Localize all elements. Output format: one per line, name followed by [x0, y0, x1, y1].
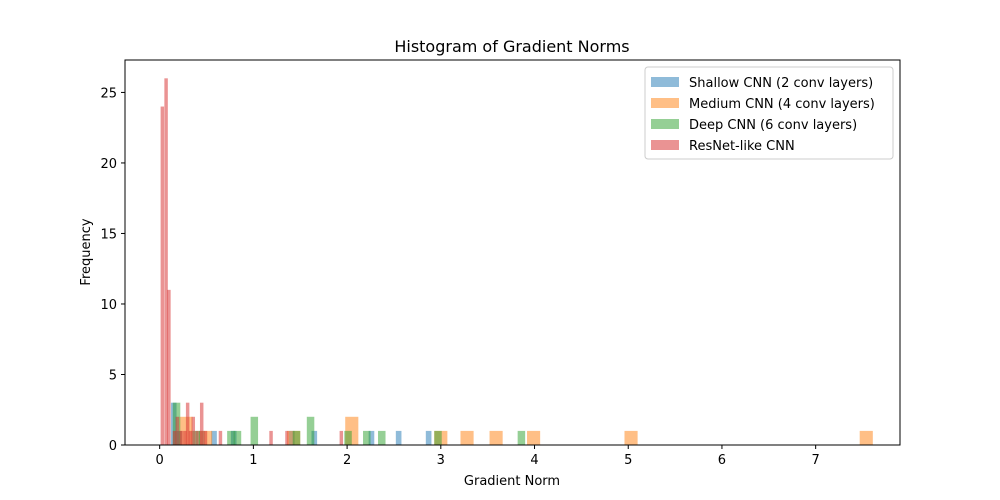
x-tick-label-2: 2	[343, 453, 351, 468]
histogram-bar-series-3-bin-3	[172, 430, 177, 445]
legend-box	[644, 66, 894, 160]
x-tick-label-1: 1	[249, 453, 257, 468]
legend: Shallow CNN (2 conv layers) Medium CNN (4…	[644, 66, 894, 160]
histogram-bar-series-2-bin-5	[292, 430, 301, 445]
x-axis-label: Gradient Norm	[464, 474, 560, 489]
y-axis-label: Frequency	[79, 218, 94, 285]
histogram-bar-series-1-bin-8	[624, 430, 638, 445]
histogram-bar-series-2-bin-4	[250, 416, 259, 445]
histogram-bar-series-2-bin-6	[306, 416, 315, 445]
histogram-bar-series-3-bin-1	[164, 78, 168, 445]
histogram-bar-series-1-bin-5	[460, 430, 474, 445]
histogram-bar-series-3-bin-8	[188, 430, 193, 445]
histogram-bar-series-3-bin-12	[203, 430, 208, 445]
legend-swatch-2	[651, 119, 679, 129]
histogram-bar-series-0-bin-3	[211, 430, 217, 445]
legend-swatch-3	[651, 140, 679, 150]
x-axis-ticks: 0 1 2 3 4 5 6 7	[156, 445, 820, 468]
histogram-bar-series-3-bin-9	[191, 416, 196, 445]
histogram-bar-series-3-bin-11	[199, 402, 204, 445]
x-tick-label-6: 6	[718, 453, 726, 468]
legend-swatch-1	[651, 98, 679, 108]
legend-label-1: Medium CNN (4 conv layers)	[689, 97, 875, 112]
axes-frame	[124, 59, 901, 446]
histogram-bar-series-3-bin-10	[195, 430, 199, 445]
legend-label-3: ResNet-like CNN	[689, 139, 795, 154]
histogram-bar-series-0-bin-8	[395, 430, 402, 445]
legend-label-0: Shallow CNN (2 conv layers)	[689, 76, 873, 91]
histogram-bar-series-1-bin-9	[859, 430, 873, 445]
histogram-bar-series-3-bin-14	[269, 430, 273, 445]
histogram-bar-series-2-bin-2	[227, 430, 235, 445]
histogram-bar-series-2-bin-8	[363, 430, 371, 445]
y-tick-label-3: 15	[100, 227, 117, 242]
histogram-bar-series-2-bin-9	[378, 430, 386, 445]
histogram-bar-series-3-bin-5	[179, 430, 183, 445]
histogram-bar-series-0-bin-7	[368, 430, 375, 445]
histogram-bar-series-3-bin-2	[167, 289, 171, 445]
histogram-bar-series-2-bin-7	[344, 430, 352, 445]
histogram-bar-series-3-bin-13	[218, 430, 223, 445]
histogram-bar-series-3-bin-7	[185, 402, 190, 445]
y-tick-label-0: 0	[109, 439, 117, 454]
x-tick-label-3: 3	[437, 453, 445, 468]
histogram-bar-series-3-bin-16	[339, 430, 344, 445]
histogram-bar-series-3-bin-15	[285, 430, 289, 445]
y-tick-label-5: 25	[100, 86, 117, 101]
legend-swatch-0	[651, 77, 679, 87]
histogram-bar-series-3-bin-0	[160, 106, 165, 445]
histogram-bar-series-1-bin-6	[489, 430, 503, 445]
y-axis-ticks: 0 5 10 15 20 25	[100, 86, 125, 454]
histogram-bar-series-3-bin-6	[183, 430, 187, 445]
histogram-bar-series-2-bin-3	[233, 430, 242, 445]
histogram-bar-series-1-bin-7	[527, 430, 541, 445]
histogram-bars	[160, 78, 873, 445]
histogram-bar-series-3-bin-4	[175, 416, 180, 445]
histogram-bar-series-2-bin-11	[517, 430, 526, 445]
chart-title: Histogram of Gradient Norms	[394, 37, 629, 56]
y-tick-label-1: 5	[109, 368, 117, 383]
histogram-bar-series-0-bin-9	[425, 430, 432, 445]
y-tick-label-2: 10	[100, 298, 117, 313]
x-tick-label-7: 7	[812, 453, 820, 468]
y-tick-label-4: 20	[100, 157, 117, 172]
legend-label-2: Deep CNN (6 conv layers)	[689, 118, 857, 133]
x-tick-label-5: 5	[624, 453, 632, 468]
x-tick-label-4: 4	[530, 453, 538, 468]
histogram-bar-series-2-bin-10	[434, 430, 442, 445]
x-tick-label-0: 0	[156, 453, 164, 468]
